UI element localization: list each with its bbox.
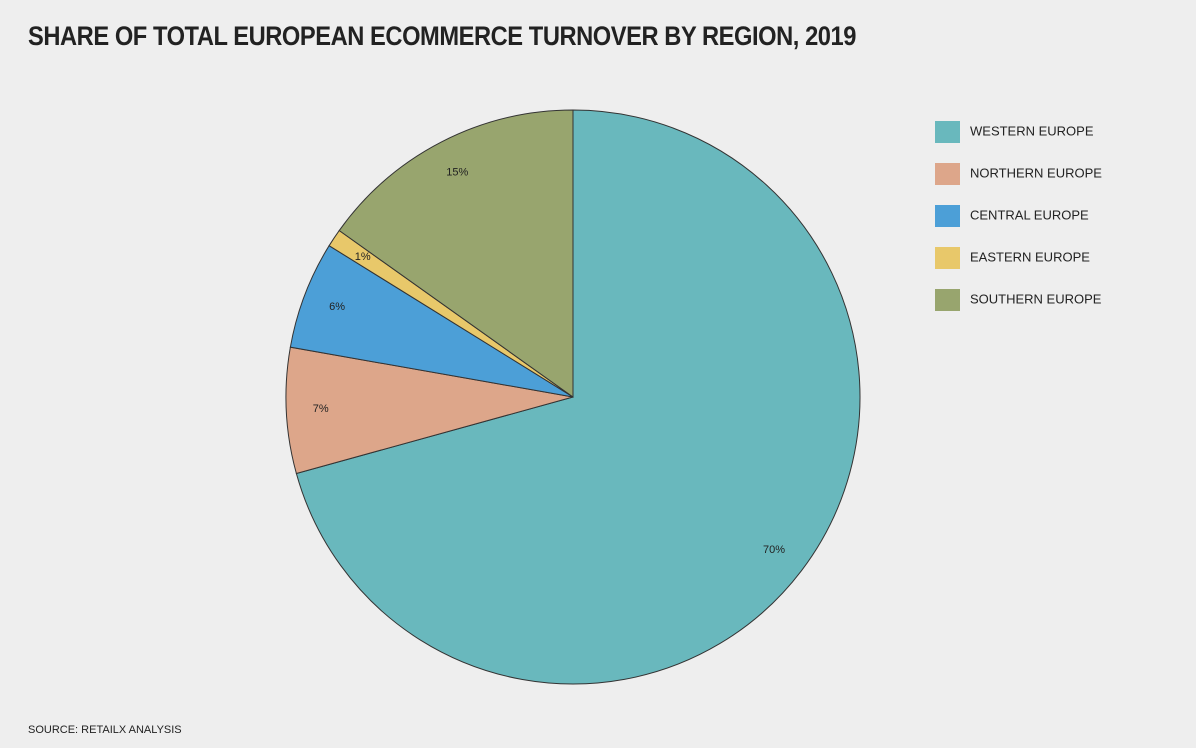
slice-label: 7% xyxy=(313,403,329,415)
slice-label: 15% xyxy=(446,166,468,178)
source-note: SOURCE: RETAILX ANALYSIS xyxy=(28,724,182,736)
legend-swatch xyxy=(935,121,960,143)
pie-slice xyxy=(285,346,574,475)
legend-swatch xyxy=(935,289,960,311)
slice-label: 70% xyxy=(763,544,785,556)
legend-label: CENTRAL EUROPE xyxy=(970,207,1089,222)
slice-label: 1% xyxy=(355,251,371,263)
legend-swatch xyxy=(935,163,960,185)
legend-label: EASTERN EUROPE xyxy=(970,249,1090,264)
legend-swatch xyxy=(935,205,960,227)
legend-label: NORTHERN EUROPE xyxy=(970,165,1102,180)
pie-slice xyxy=(295,109,861,685)
legend-label: WESTERN EUROPE xyxy=(970,123,1094,138)
legend-swatch xyxy=(935,247,960,269)
legend-label: SOUTHERN EUROPE xyxy=(970,291,1102,306)
slice-label: 6% xyxy=(329,301,345,313)
pie-slice xyxy=(338,109,574,398)
chart-title: SHARE OF TOTAL EUROPEAN ECOMMERCE TURNOV… xyxy=(28,21,856,51)
